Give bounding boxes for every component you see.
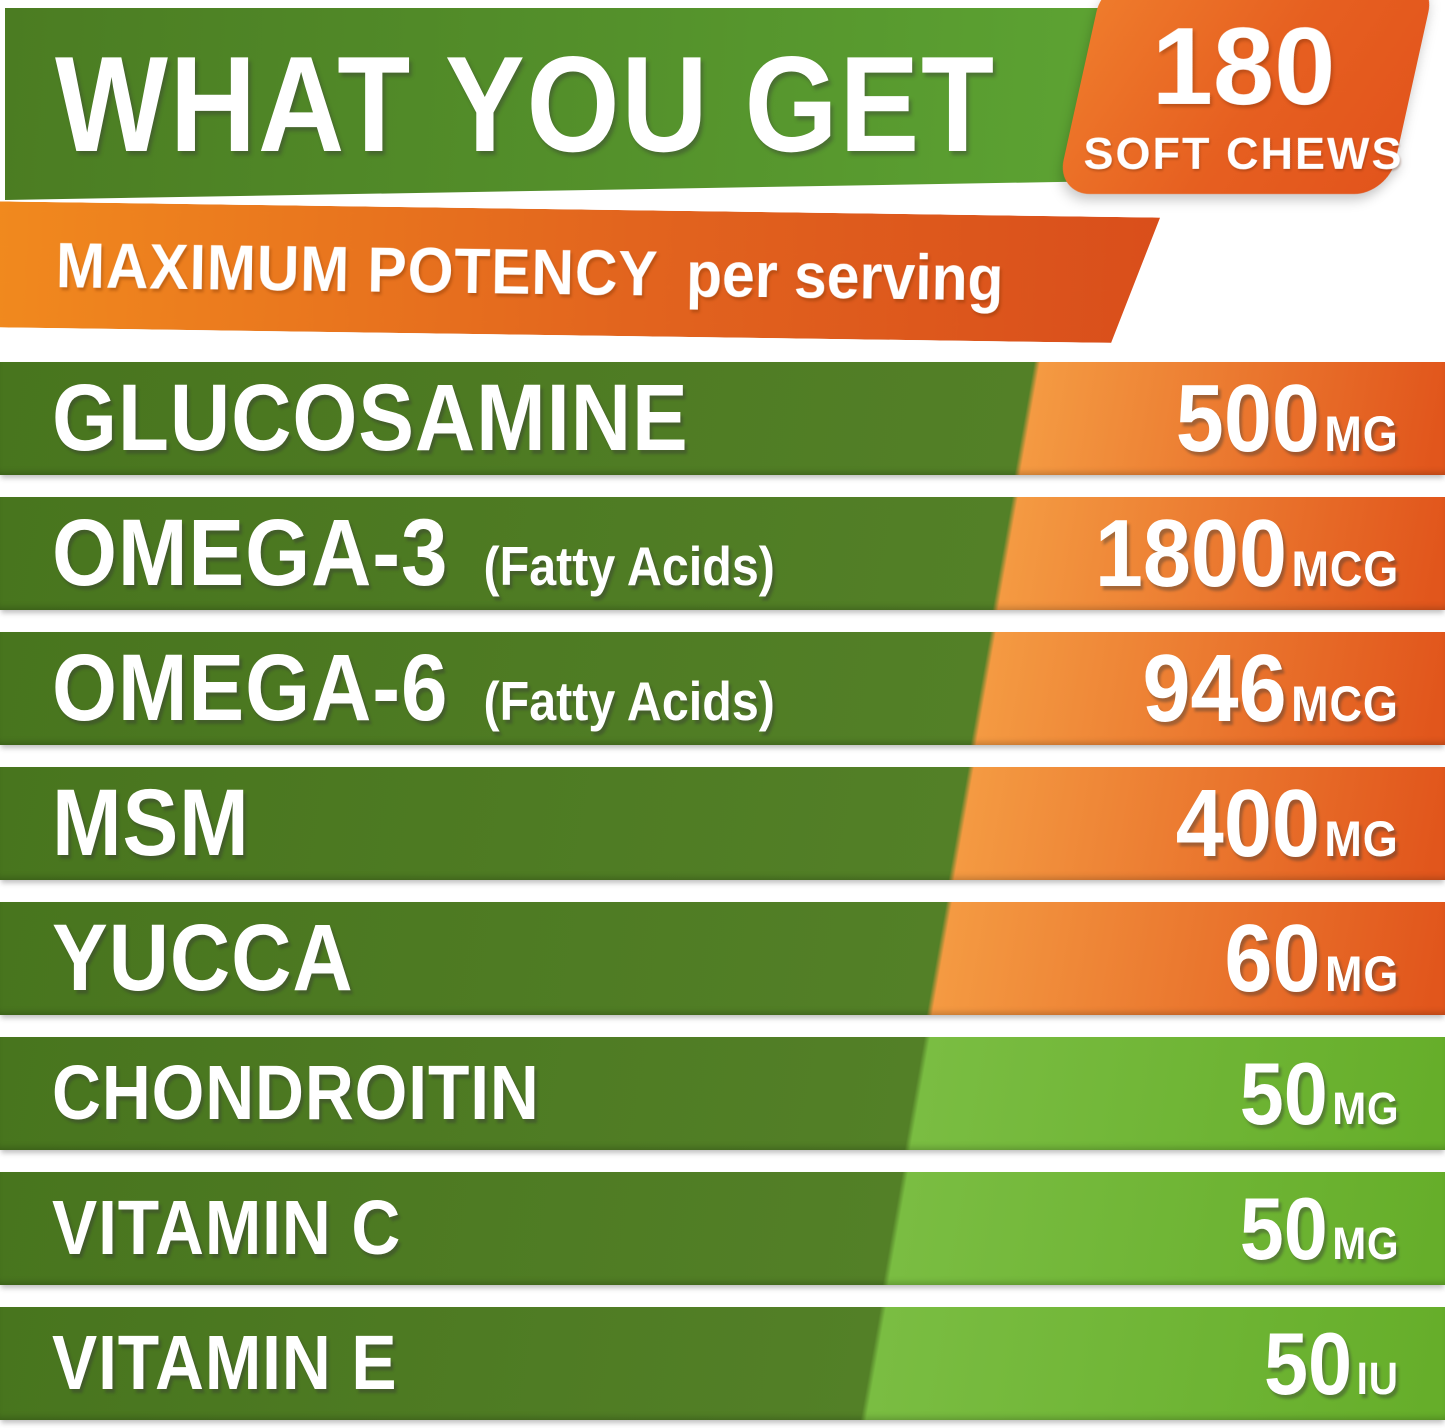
ingredient-row-vitamin-e: VITAMIN E 50 IU	[0, 1307, 1445, 1420]
ingredient-name: OMEGA-6	[52, 635, 449, 741]
ingredient-left: OMEGA-6 (Fatty Acids)	[52, 634, 775, 743]
ingredient-left: MSM	[52, 769, 250, 878]
ingredient-row-chondroitin: CHONDROITIN 50 MG	[0, 1037, 1445, 1150]
ingredient-amount: 946 MCG	[1143, 634, 1399, 744]
ingredient-value: 60	[1224, 904, 1321, 1012]
ingredient-list: GLUCOSAMINE 500 MG OMEGA-3 (Fatty Acids)…	[0, 362, 1445, 1420]
ingredient-unit: MG	[1324, 405, 1399, 462]
header-banner: WHAT YOU GET	[5, 8, 1127, 200]
ingredient-name: GLUCOSAMINE	[52, 365, 689, 471]
potency-banner-text: MAXIMUM POTENCY per serving	[55, 228, 1004, 315]
ingredient-note: (Fatty Acids)	[483, 670, 775, 732]
ingredient-value: 50	[1239, 1043, 1328, 1143]
ingredient-unit: MG	[1331, 1217, 1399, 1269]
ingredient-name: YUCCA	[52, 905, 354, 1011]
ingredient-unit: MG	[1331, 1082, 1399, 1134]
badge-count: 180	[1151, 4, 1336, 128]
ingredient-left: YUCCA	[52, 904, 354, 1013]
badge-label: SOFT CHEWS	[1083, 127, 1404, 179]
ingredient-unit: MG	[1324, 810, 1399, 867]
ingredient-unit: MCG	[1291, 540, 1399, 597]
ingredient-value: 946	[1142, 634, 1287, 742]
ingredient-amount: 1800 MCG	[1095, 499, 1399, 609]
ingredient-amount: 400 MG	[1176, 769, 1399, 879]
page-title: WHAT YOU GET	[55, 28, 996, 180]
ingredient-row-msm: MSM 400 MG	[0, 767, 1445, 880]
ingredient-row-omega6: OMEGA-6 (Fatty Acids) 946 MCG	[0, 632, 1445, 745]
ingredient-left: OMEGA-3 (Fatty Acids)	[52, 499, 775, 608]
ingredient-value: 50	[1264, 1313, 1353, 1413]
ingredient-amount: 50 MG	[1239, 1043, 1399, 1145]
ingredient-value: 50	[1239, 1178, 1328, 1278]
ingredient-amount: 60 MG	[1224, 904, 1399, 1014]
ingredient-name: VITAMIN E	[52, 1320, 398, 1406]
ingredient-value: 1800	[1094, 499, 1287, 607]
ingredient-name: OMEGA-3	[52, 500, 449, 606]
ingredient-row-yucca: YUCCA 60 MG	[0, 902, 1445, 1015]
count-badge: 180 SOFT CHEWS	[1056, 0, 1436, 194]
ingredient-amount: 50 MG	[1239, 1178, 1399, 1280]
ingredient-left: GLUCOSAMINE	[52, 364, 689, 473]
ingredient-name: CHONDROITIN	[52, 1050, 540, 1136]
ingredient-value: 400	[1176, 769, 1321, 877]
ingredient-unit: MCG	[1291, 675, 1399, 732]
count-badge-content: 180 SOFT CHEWS	[1083, 4, 1404, 180]
ingredient-left: CHONDROITIN	[52, 1049, 540, 1138]
ingredient-unit: MG	[1324, 945, 1399, 1002]
ingredient-left: VITAMIN C	[52, 1184, 401, 1273]
ingredient-value: 500	[1176, 364, 1321, 472]
ingredient-amount: 500 MG	[1176, 364, 1399, 474]
ingredient-row-omega3: OMEGA-3 (Fatty Acids) 1800 MCG	[0, 497, 1445, 610]
ingredient-note: (Fatty Acids)	[483, 535, 775, 597]
ingredient-row-vitamin-c: VITAMIN C 50 MG	[0, 1172, 1445, 1285]
ingredient-name: MSM	[52, 770, 250, 876]
potency-suffix: per serving	[685, 237, 1005, 315]
ingredient-left: VITAMIN E	[52, 1319, 397, 1408]
ingredient-amount: 50 IU	[1264, 1313, 1399, 1415]
ingredient-unit: IU	[1356, 1352, 1399, 1404]
ingredient-name: VITAMIN C	[52, 1185, 402, 1271]
ingredient-row-glucosamine: GLUCOSAMINE 500 MG	[0, 362, 1445, 475]
potency-emphasis: MAXIMUM POTENCY	[55, 229, 660, 310]
potency-banner: MAXIMUM POTENCY per serving	[0, 201, 1165, 343]
